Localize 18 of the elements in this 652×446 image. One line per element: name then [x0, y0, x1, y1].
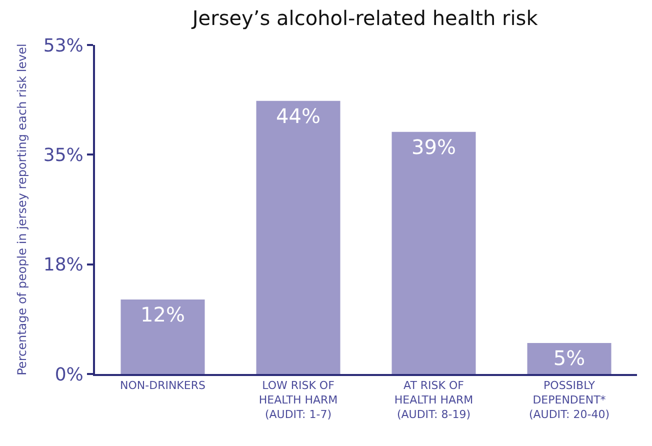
bar	[527, 342, 612, 374]
data-label: 12%	[140, 302, 185, 327]
x-tick-label: NON-DRINKERS	[120, 379, 206, 392]
y-tick-label: 18%	[43, 254, 84, 276]
y-tick-label: 53%	[43, 35, 84, 56]
bar	[392, 132, 476, 374]
y-tick-label: 0%	[54, 364, 84, 386]
data-label: 39%	[412, 134, 456, 159]
x-tick-label: POSSIBLY DEPENDENT* (AUDIT: 20-40)	[528, 379, 610, 421]
chart-title: Jersey’s alcohol-related health risk	[190, 6, 538, 30]
y-axis-title: Percentage of people in jersey reporting each risk level	[15, 44, 30, 376]
x-tick-label: LOW RISK OF HEALTH HARM (AUDIT: 1-7)	[258, 379, 338, 421]
y-tick-label: 35%	[43, 144, 84, 166]
bar	[256, 100, 340, 374]
data-label: 5%	[553, 346, 586, 370]
data-label: 44%	[276, 104, 320, 128]
bar	[120, 300, 205, 374]
x-tick-label: AT RISK OF HEALTH HARM (AUDIT: 8-19)	[394, 379, 474, 421]
